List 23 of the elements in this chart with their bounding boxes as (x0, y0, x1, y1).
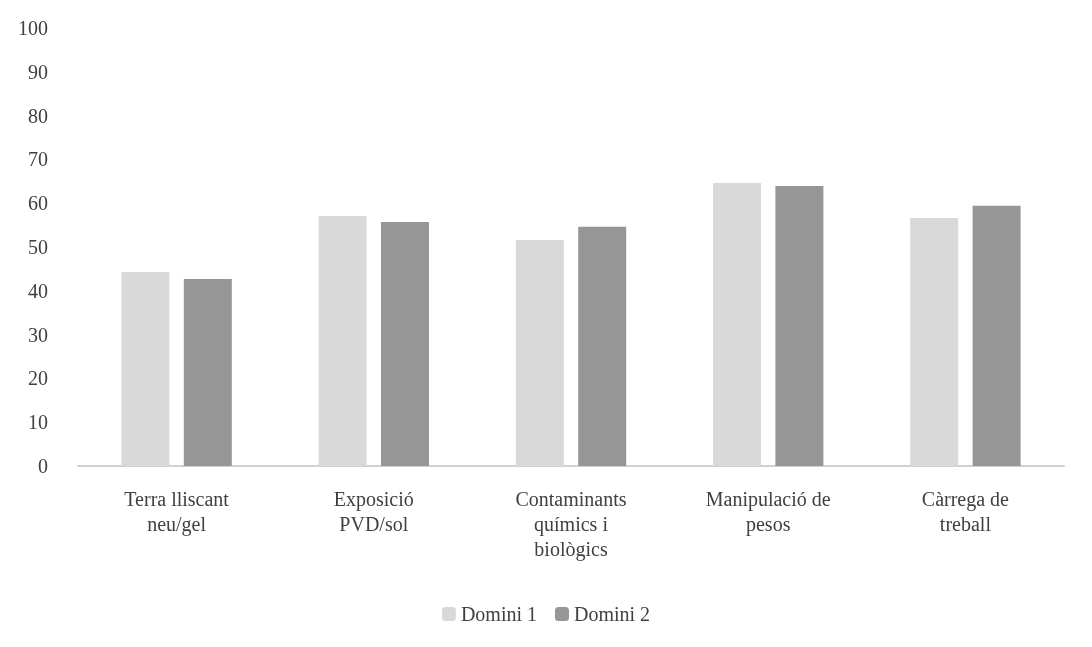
y-tick-label: 100 (18, 17, 48, 39)
legend-label: Domini 1 (460, 603, 538, 625)
x-tick-label: Càrrega de treball (921, 487, 1010, 535)
y-tick-label: 50 (28, 236, 48, 258)
bar (183, 278, 232, 466)
y-tick-label: 30 (28, 323, 48, 346)
y-tick-label: 90 (28, 60, 48, 83)
y-tick-label: 80 (28, 104, 48, 127)
y-tick-label: 70 (28, 148, 48, 171)
x-tick-label: Terra lliscant neu/gel (124, 487, 230, 536)
legend-label: Domini 2 (574, 603, 651, 625)
bar (381, 222, 429, 466)
y-tick-label: 20 (28, 367, 48, 390)
y-tick-label: 10 (28, 411, 48, 434)
bar (578, 226, 627, 466)
x-tick-label: Manipulació de pesos (705, 487, 831, 536)
y-tick-label: 40 (28, 279, 48, 302)
bar (972, 205, 1021, 466)
x-tick-label: Contaminants químics i biològics (515, 487, 627, 561)
x-tick-label: Exposició PVD/sol (333, 487, 414, 535)
bar (775, 186, 824, 466)
y-tick-label: 60 (28, 192, 48, 215)
y-tick-label: 0 (38, 455, 48, 477)
